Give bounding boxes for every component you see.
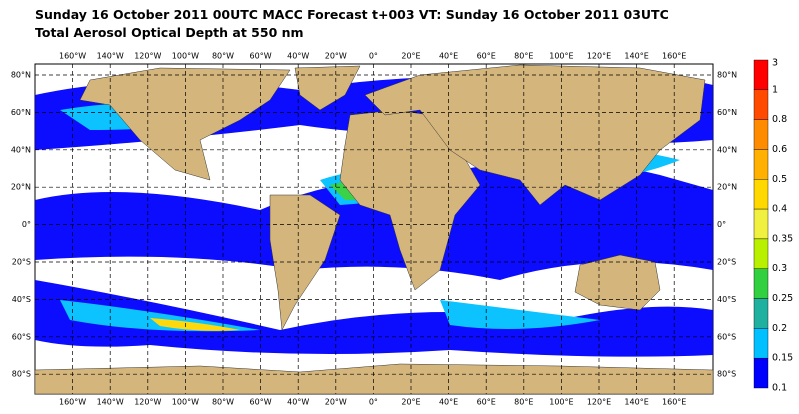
- lat-label-right: 40°S: [717, 295, 736, 304]
- colorbar-swatch: [753, 298, 769, 329]
- lon-label-bottom: 160°W: [59, 398, 86, 407]
- colorbar-label: 0.15: [772, 353, 793, 364]
- lon-label-bottom: 100°W: [172, 398, 199, 407]
- colorbar-swatch: [753, 179, 769, 210]
- lat-label-right: 80°S: [717, 370, 736, 379]
- lon-label-top: 80°E: [514, 52, 533, 61]
- lon-label-bottom: 20°W: [325, 398, 347, 407]
- lat-label-left: 60°S: [12, 332, 31, 341]
- lat-label-right: 80°N: [717, 71, 737, 80]
- lon-label-top: 60°E: [477, 52, 496, 61]
- lon-label-top: 80°W: [212, 52, 234, 61]
- colorbar-label: 0.8: [772, 114, 787, 125]
- lat-label-left: 40°N: [11, 145, 31, 154]
- lon-label-bottom: 60°W: [250, 398, 272, 407]
- lat-label-right: 60°N: [717, 108, 737, 117]
- lon-label-bottom: 140°W: [97, 398, 124, 407]
- graticule: [35, 64, 713, 394]
- colorbar-label: 0.3: [772, 263, 787, 274]
- title-line-2: Total Aerosol Optical Depth at 550 nm: [35, 25, 304, 40]
- lon-label-bottom: 80°W: [212, 398, 234, 407]
- lon-label-top: 160°W: [59, 52, 86, 61]
- lon-label-bottom: 60°E: [477, 398, 496, 407]
- lon-label-bottom: 40°W: [287, 398, 309, 407]
- colorbar-label: 0.1: [772, 383, 787, 394]
- colorbar-swatch: [753, 119, 769, 150]
- lon-label-top: 160°E: [662, 52, 686, 61]
- lat-label-left: 0°: [22, 220, 31, 229]
- lon-label-bottom: 20°E: [401, 398, 420, 407]
- colorbar: 3 1 0.8 0.6 0.5 0.4 0.35 0.3 0.25 0.2 0.15 0.1: [753, 58, 793, 394]
- lon-label-top: 140°W: [97, 52, 124, 61]
- title-line-1: Sunday 16 October 2011 00UTC MACC Foreca…: [35, 7, 669, 22]
- colorbar-label: 1: [772, 84, 778, 95]
- lat-label-right: 40°N: [717, 145, 737, 154]
- colorbar-swatch: [753, 357, 769, 389]
- colorbar-swatch: [753, 89, 769, 120]
- colorbar-swatch: [753, 149, 769, 180]
- lon-label-bottom: 80°E: [514, 398, 533, 407]
- lon-label-top: 100°W: [172, 52, 199, 61]
- lat-label-right: 20°S: [717, 258, 736, 267]
- colorbar-label: 3: [772, 58, 778, 69]
- lon-label-top: 120°E: [587, 52, 611, 61]
- colorbar-label: 0.6: [772, 144, 787, 155]
- lon-label-bottom: 120°E: [587, 398, 611, 407]
- lon-label-top: 20°W: [325, 52, 347, 61]
- axis-labels: 160°W 160°W 140°W 140°W 120°W 120°W 100°W 100°W…: [11, 52, 737, 407]
- colorbar-swatch: [753, 59, 769, 91]
- colorbar-swatch: [753, 268, 769, 299]
- lat-label-left: 80°S: [12, 370, 31, 379]
- lat-label-left: 60°N: [11, 108, 31, 117]
- colorbar-label: 0.25: [772, 293, 793, 304]
- lon-label-top: 120°W: [134, 52, 161, 61]
- colorbar-swatch: [753, 208, 769, 240]
- lon-label-top: 140°E: [624, 52, 648, 61]
- lat-label-right: 0°: [717, 220, 726, 229]
- lon-label-bottom: 120°W: [134, 398, 161, 407]
- colorbar-label: 0.5: [772, 174, 787, 185]
- colorbar-swatch: [753, 238, 769, 269]
- lat-label-left: 40°S: [12, 295, 31, 304]
- lon-label-top: 100°E: [549, 52, 573, 61]
- lon-label-bottom: 100°E: [549, 398, 573, 407]
- lon-label-bottom: 0°: [369, 398, 378, 407]
- colorbar-swatch: [753, 328, 769, 359]
- lon-label-bottom: 140°E: [624, 398, 648, 407]
- lon-label-bottom: 40°E: [439, 398, 458, 407]
- lon-label-top: 40°E: [439, 52, 458, 61]
- lon-label-top: 40°W: [287, 52, 309, 61]
- lat-label-left: 20°N: [11, 183, 31, 192]
- colorbar-label: 0.35: [772, 233, 793, 244]
- lat-label-right: 60°S: [717, 332, 736, 341]
- land: [34, 64, 714, 395]
- lat-label-left: 80°N: [11, 71, 31, 80]
- map: [34, 63, 714, 395]
- colorbar-label: 0.2: [772, 323, 787, 334]
- colorbar-label: 0.4: [772, 204, 787, 215]
- lon-label-bottom: 160°E: [662, 398, 686, 407]
- lon-label-top: 60°W: [250, 52, 272, 61]
- lat-label-right: 20°N: [717, 183, 737, 192]
- lat-label-left: 20°S: [12, 258, 31, 267]
- lon-label-top: 20°E: [401, 52, 420, 61]
- lon-label-top: 0°: [369, 52, 378, 61]
